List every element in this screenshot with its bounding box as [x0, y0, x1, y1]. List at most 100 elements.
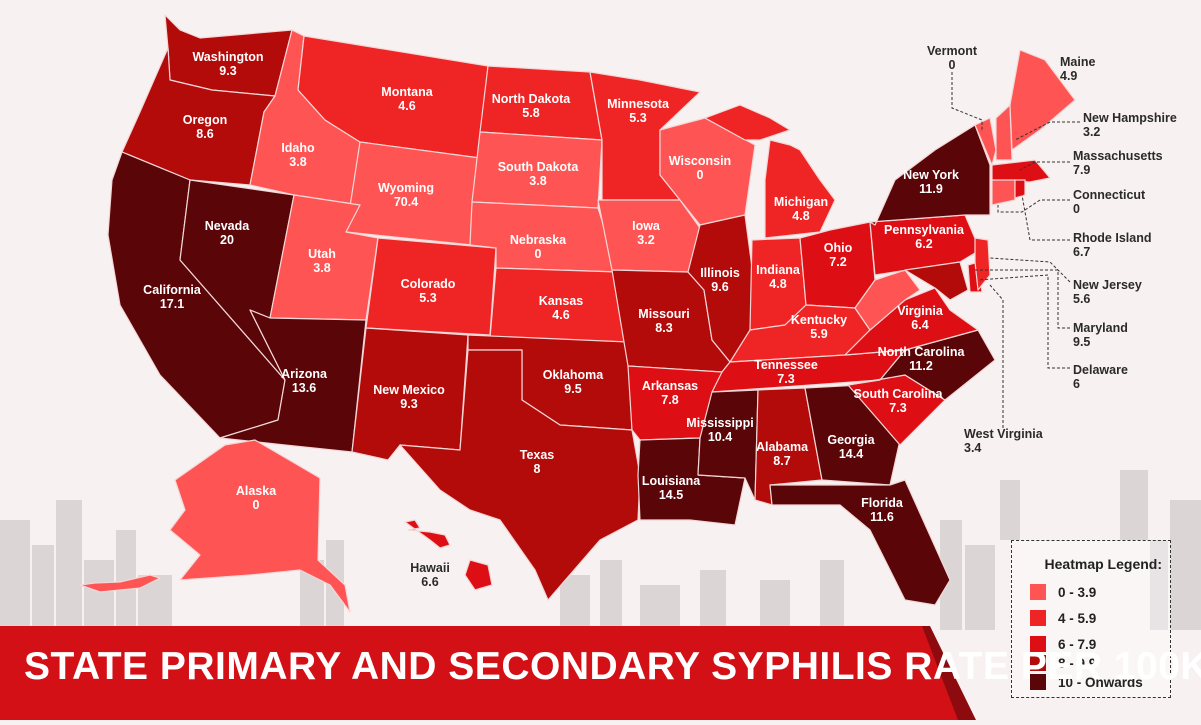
title-banner — [0, 626, 958, 720]
legend-item: 8 - 9.9 — [1030, 655, 1096, 671]
florida-name: Florida — [861, 496, 904, 510]
west-virginia-name: West Virginia — [964, 427, 1044, 441]
state-michigan[interactable] — [764, 139, 836, 239]
state-hawaii[interactable] — [464, 559, 493, 591]
state-rhode-island[interactable] — [1014, 179, 1026, 199]
page-title: STATE PRIMARY AND SECONDARY SYPHILIS RAT… — [24, 645, 1201, 688]
oregon-value: 8.6 — [196, 127, 213, 141]
legend-label: 10 - Onwards — [1058, 674, 1143, 690]
missouri-name: Missouri — [638, 307, 689, 321]
georgia-value: 14.4 — [839, 447, 863, 461]
legend-item: 0 - 3.9 — [1030, 584, 1096, 600]
illinois-name: Illinois — [700, 266, 740, 280]
idaho-name: Idaho — [281, 141, 315, 155]
state-texas[interactable] — [399, 349, 641, 601]
california-value: 17.1 — [160, 297, 184, 311]
missouri-value: 8.3 — [655, 321, 672, 335]
nevada-value: 20 — [220, 233, 234, 247]
state-massachusetts[interactable] — [991, 159, 1051, 183]
state-michigan-upper[interactable] — [704, 104, 791, 141]
colorado-value: 5.3 — [419, 291, 436, 305]
iowa-value: 3.2 — [637, 233, 654, 247]
tennessee-value: 7.3 — [777, 372, 794, 386]
kansas-value: 4.6 — [552, 308, 569, 322]
south-carolina-value: 7.3 — [889, 401, 906, 415]
virginia-value: 6.4 — [911, 318, 928, 332]
illinois-value: 9.6 — [711, 280, 728, 294]
ohio-name: Ohio — [824, 241, 853, 255]
florida-value: 11.6 — [870, 510, 894, 524]
legend-swatch — [1030, 655, 1046, 671]
wisconsin-name: Wisconsin — [669, 154, 731, 168]
legend-label: 0 - 3.9 — [1058, 584, 1097, 600]
legend-swatch — [1030, 636, 1046, 652]
new-hampshire-value: 3.2 — [1083, 125, 1100, 139]
north-carolina-value: 11.2 — [909, 359, 933, 373]
legend-item: 6 - 7.9 — [1030, 636, 1096, 652]
louisiana-value: 14.5 — [659, 488, 683, 502]
new-york-name: New York — [903, 168, 959, 182]
new-mexico-name: New Mexico — [373, 383, 445, 397]
legend-swatch — [1030, 610, 1046, 626]
west-virginia-value: 3.4 — [964, 441, 981, 455]
legend-label: 8 - 9.9 — [1058, 655, 1097, 671]
legend-swatch — [1030, 674, 1046, 690]
state-west-virginia[interactable] — [854, 269, 921, 331]
alabama-value: 8.7 — [773, 454, 790, 468]
alabama-name: Alabama — [756, 440, 809, 454]
delaware-name: Delaware — [1073, 363, 1128, 377]
nebraska-name: Nebraska — [510, 233, 567, 247]
state-labels: Washington 9.3 Oregon 8.6 California 17.… — [143, 50, 965, 524]
state-new-jersey[interactable] — [974, 237, 991, 291]
kentucky-name: Kentucky — [791, 313, 847, 327]
new-jersey-name: New Jersey — [1073, 278, 1142, 292]
virginia-name: Virginia — [897, 304, 944, 318]
state-new-hampshire[interactable] — [995, 104, 1013, 161]
state-new-york[interactable] — [869, 124, 991, 226]
texas-value: 8 — [534, 462, 541, 476]
state-florida[interactable] — [769, 479, 951, 606]
tennessee-name: Tennessee — [754, 358, 818, 372]
legend-swatch — [1030, 584, 1046, 600]
leader-lines — [951, 72, 1080, 428]
ohio-value: 7.2 — [829, 255, 846, 269]
legend-item: 10 - Onwards — [1030, 674, 1143, 690]
state-connecticut[interactable] — [991, 179, 1016, 206]
colorado-name: Colorado — [401, 277, 456, 291]
vermont-value: 0 — [949, 58, 956, 72]
utah-name: Utah — [308, 247, 336, 261]
kansas-name: Kansas — [539, 294, 584, 308]
michigan-value: 4.8 — [792, 209, 809, 223]
montana-name: Montana — [381, 85, 433, 99]
new-york-value: 11.9 — [919, 182, 943, 196]
state-alaska[interactable] — [169, 439, 351, 613]
mississippi-name: Mississippi — [686, 416, 753, 430]
nevada-name: Nevada — [205, 219, 251, 233]
rhode-island-value: 6.7 — [1073, 245, 1090, 259]
washington-name: Washington — [192, 50, 263, 64]
minnesota-value: 5.3 — [629, 111, 646, 125]
mississippi-value: 10.4 — [708, 430, 732, 444]
alaska-value: 0 — [253, 498, 260, 512]
massachusetts-value: 7.9 — [1073, 163, 1090, 177]
new-hampshire-name: New Hampshire — [1083, 111, 1177, 125]
state-maine[interactable] — [1009, 49, 1076, 151]
connecticut-name: Connecticut — [1073, 188, 1146, 202]
new-jersey-value: 5.6 — [1073, 292, 1090, 306]
state-maryland[interactable] — [904, 261, 969, 301]
hawaii-islands — [404, 519, 451, 549]
arizona-name: Arizona — [281, 367, 328, 381]
oklahoma-value: 9.5 — [564, 382, 581, 396]
indiana-value: 4.8 — [769, 277, 786, 291]
louisiana-name: Louisiana — [642, 474, 701, 488]
maryland-name: Maryland — [1073, 321, 1128, 335]
oklahoma-name: Oklahoma — [543, 368, 604, 382]
states-layer — [79, 14, 1076, 613]
maine-name: Maine — [1060, 55, 1095, 69]
idaho-value: 3.8 — [289, 155, 306, 169]
indiana-name: Indiana — [756, 263, 801, 277]
rhode-island-name: Rhode Island — [1073, 231, 1151, 245]
south-dakota-value: 3.8 — [529, 174, 546, 188]
